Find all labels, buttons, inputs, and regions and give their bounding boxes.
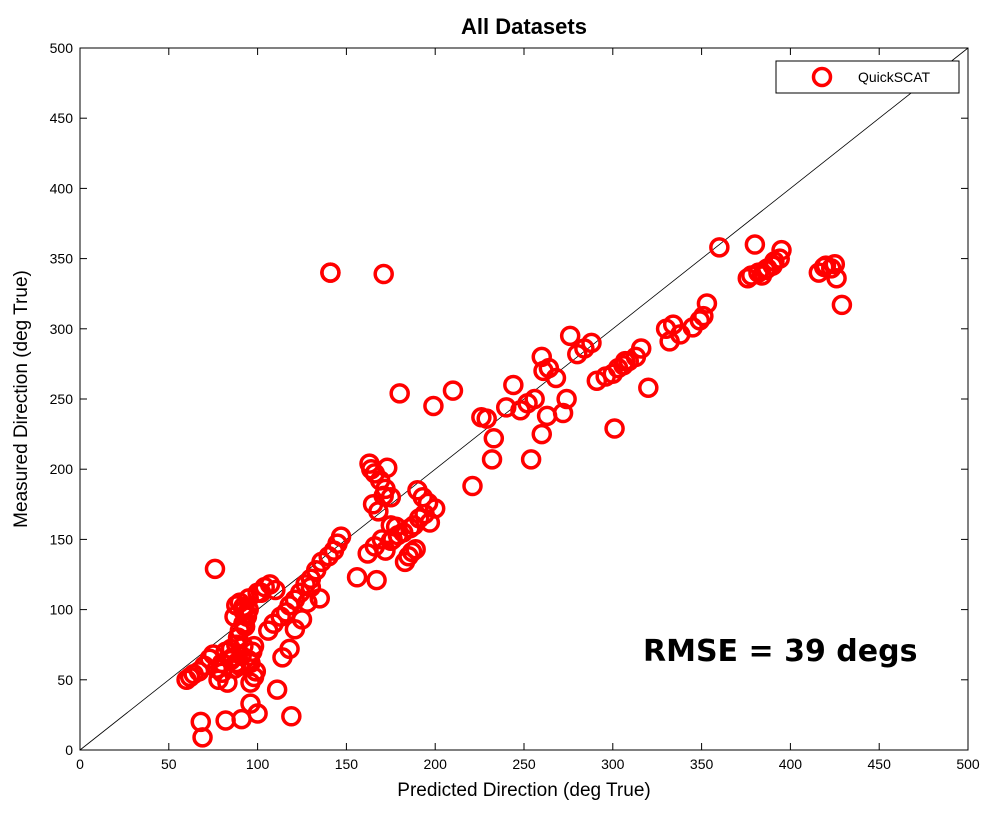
data-point [556, 388, 577, 410]
x-tick-label: 450 [868, 756, 892, 772]
data-point [309, 588, 331, 609]
data-point [233, 600, 254, 622]
data-point [373, 485, 394, 507]
x-tick-label: 250 [512, 756, 536, 772]
data-point [559, 325, 581, 347]
data-point [281, 706, 302, 727]
data-point [503, 374, 524, 396]
data-point [412, 487, 434, 508]
data-point [476, 408, 497, 429]
data-point [423, 395, 444, 417]
data-point [245, 661, 267, 682]
series-quickscat-points [176, 234, 853, 748]
x-tick-label: 0 [76, 756, 84, 772]
y-tick-label: 350 [50, 251, 74, 267]
data-point [614, 350, 636, 372]
data-point [824, 253, 846, 275]
data-point [272, 647, 293, 668]
data-point [831, 294, 853, 316]
data-point [689, 310, 711, 331]
data-point [330, 526, 352, 547]
y-tick-label: 450 [50, 110, 74, 126]
y-tick-label: 500 [50, 40, 74, 56]
data-point [483, 428, 505, 449]
data-point [531, 423, 553, 445]
legend: QuickSCAT [775, 60, 960, 94]
data-point [462, 475, 483, 497]
data-point [297, 592, 318, 613]
data-point [442, 380, 464, 401]
data-point [405, 538, 426, 560]
axis-ticks: 0 50 100 150 200 250 300 350 400 450 500 0 50 100 150 2… [50, 40, 980, 772]
data-point [247, 703, 268, 724]
data-point [495, 397, 517, 418]
data-point [417, 492, 439, 514]
data-point [604, 418, 625, 439]
data-point [744, 234, 766, 255]
data-point [481, 449, 503, 470]
data-point [693, 305, 714, 327]
data-point [815, 255, 837, 276]
data-point [284, 619, 306, 640]
reference-line [79, 47, 969, 751]
data-point [320, 262, 341, 283]
data-point [751, 265, 773, 286]
y-tick-label: 150 [50, 531, 74, 547]
y-tick-label: 0 [65, 742, 73, 758]
data-point [192, 727, 213, 748]
y-tick-label: 100 [50, 602, 74, 618]
data-point [373, 263, 394, 285]
x-tick-label: 50 [161, 756, 177, 772]
data-point [204, 558, 226, 580]
data-point [401, 541, 423, 563]
data-point [265, 579, 286, 601]
data-point [250, 582, 272, 604]
data-point [826, 268, 847, 289]
data-point [524, 388, 545, 410]
data-point [638, 377, 659, 399]
y-tick-label: 400 [50, 180, 74, 196]
x-tick-label: 100 [246, 756, 270, 772]
data-point [243, 635, 265, 657]
y-tick-label: 300 [50, 321, 74, 337]
y-tick-label: 50 [57, 672, 73, 688]
legend-box [775, 60, 960, 94]
data-point [545, 367, 567, 389]
chart-title: All Datasets [461, 14, 587, 39]
data-point [520, 449, 542, 470]
y-axis-label: Measured Direction (deg True) [11, 270, 32, 528]
data-point [357, 543, 378, 564]
x-tick-label: 200 [424, 756, 448, 772]
rmse-annotation: RMSE = 39 degs [643, 634, 917, 669]
x-tick-label: 150 [335, 756, 359, 772]
x-tick-label: 400 [779, 756, 803, 772]
data-point [581, 332, 602, 354]
data-point [376, 457, 398, 479]
data-point [696, 293, 718, 314]
x-tick-label: 350 [690, 756, 714, 772]
data-point [380, 515, 402, 536]
data-point [236, 603, 258, 625]
x-axis-label: Predicted Direction (deg True) [397, 780, 650, 801]
x-tick-label: 500 [956, 756, 980, 772]
data-point [366, 569, 387, 591]
data-point [709, 237, 730, 258]
data-point [737, 268, 759, 289]
data-point [630, 338, 652, 359]
data-point [346, 567, 368, 588]
legend-label: QuickSCAT [858, 69, 931, 85]
data-point [552, 402, 574, 424]
data-point [266, 679, 288, 700]
legend-marker-icon [811, 66, 833, 88]
x-tick-label: 300 [601, 756, 625, 772]
y-tick-label: 200 [50, 461, 74, 477]
y-tick-label: 250 [50, 391, 74, 407]
data-point [389, 383, 410, 404]
